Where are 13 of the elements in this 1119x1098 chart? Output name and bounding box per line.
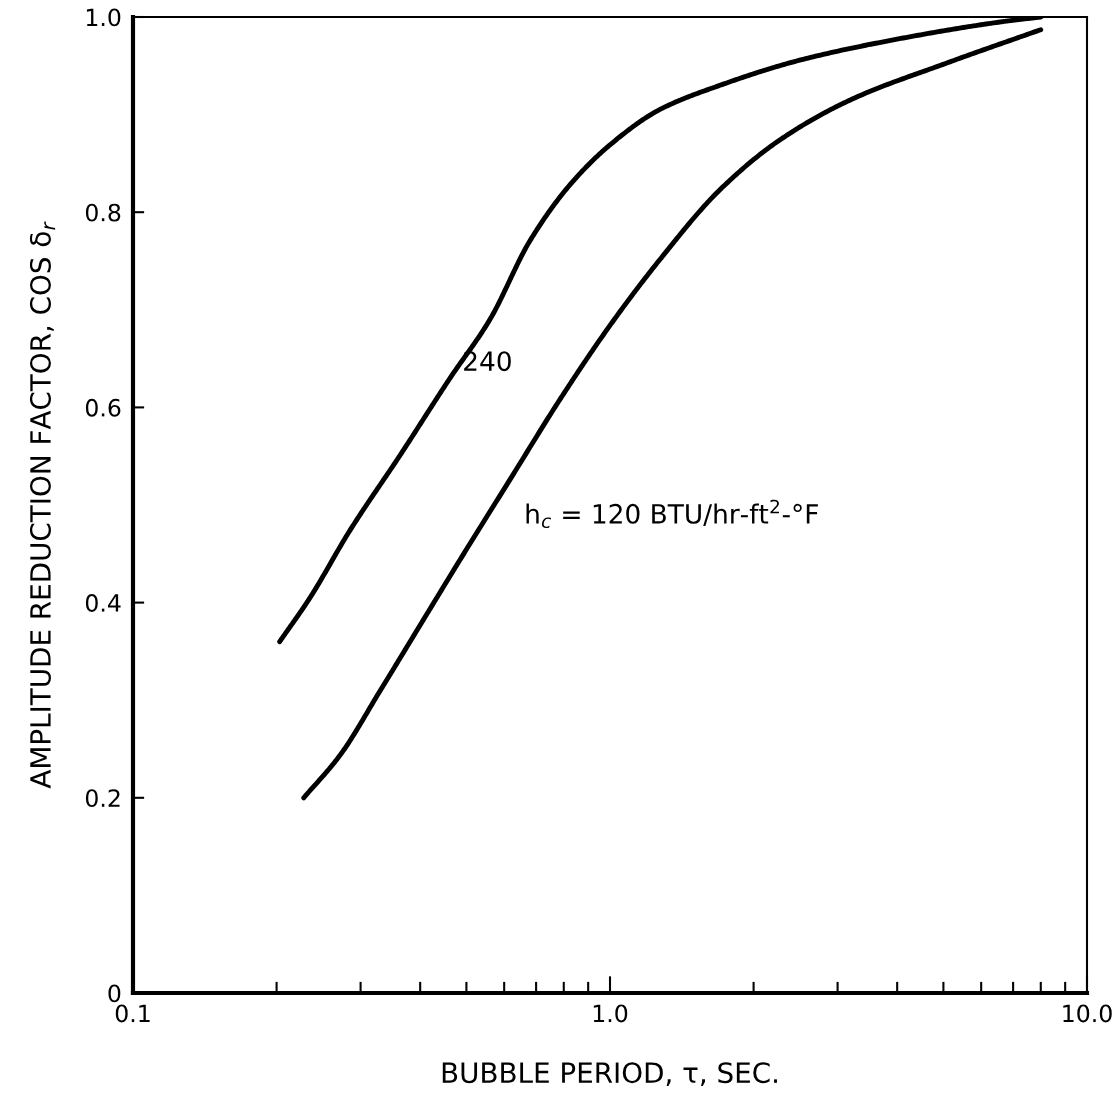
x-tick-label: 1.0 bbox=[593, 1004, 628, 1023]
y-tick-label: 0.2 bbox=[85, 789, 120, 808]
annotation: 240 bbox=[464, 351, 511, 372]
x-axis-title: BUBBLE PERIOD, τ, SEC. bbox=[442, 1062, 777, 1087]
y-tick-label: 0.4 bbox=[85, 594, 121, 612]
y-axis-title: AMPLITUDE REDUCTION FACTOR, COS δ$_{r}$ bbox=[29, 221, 56, 789]
x-tick-label: 10.0 bbox=[1063, 1004, 1112, 1023]
y-tick-label: 1.0 bbox=[86, 8, 121, 27]
x-tick-label: 0.1 bbox=[115, 1004, 150, 1023]
y-tick-label: 0.8 bbox=[85, 203, 121, 222]
annotation: h$_{c}$ = 120 BTU/hr-ft$^{2}$-°F bbox=[526, 499, 818, 529]
y-tick-label: 0 bbox=[108, 984, 121, 1003]
y-tick-label: 0.6 bbox=[85, 398, 121, 417]
